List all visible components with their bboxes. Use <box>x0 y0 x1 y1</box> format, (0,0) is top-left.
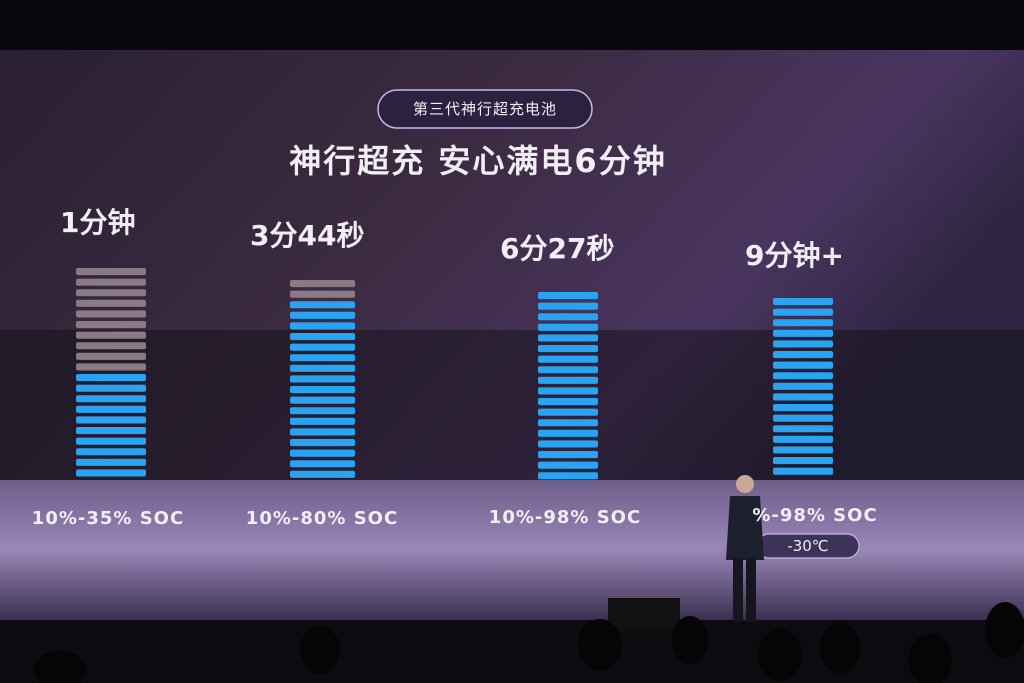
battery-segment <box>538 302 598 310</box>
battery-segment <box>538 387 598 395</box>
battery-segment <box>290 417 355 425</box>
battery-segment <box>290 407 355 415</box>
battery-segment <box>76 458 146 466</box>
soc-range: 10%-98% SOC <box>489 507 641 528</box>
battery-segment <box>76 321 146 329</box>
battery-segment <box>76 278 146 286</box>
battery-segment <box>538 292 598 300</box>
battery-segment <box>538 355 598 363</box>
battery-segment <box>76 384 146 392</box>
badge: 第三代神行超充电池 <box>413 100 557 118</box>
battery-segment <box>773 319 833 327</box>
batteries <box>76 268 833 480</box>
battery-segment <box>290 396 355 404</box>
screen-shade <box>0 330 1024 480</box>
battery-segment <box>290 280 355 288</box>
battery-segment <box>76 469 146 477</box>
battery-segment <box>538 398 598 406</box>
battery-segment <box>773 393 833 401</box>
battery-segment <box>76 331 146 339</box>
battery-segment <box>773 435 833 443</box>
battery-segment <box>76 448 146 456</box>
title: 神行超充 安心满电6分钟 <box>289 142 666 180</box>
audience-heads <box>34 602 1024 683</box>
battery-segment <box>290 364 355 372</box>
soc-range: 10%-35% SOC <box>32 508 184 529</box>
battery-segment <box>773 329 833 337</box>
battery-segment <box>290 354 355 362</box>
battery-segment <box>773 414 833 422</box>
battery-segment <box>76 437 146 445</box>
battery-segment <box>538 366 598 374</box>
battery-segment <box>290 290 355 298</box>
battery-segment <box>773 308 833 316</box>
temperature-note: -30℃ <box>787 537 828 555</box>
battery-segment <box>76 416 146 424</box>
battery-segment <box>538 345 598 353</box>
battery-segment <box>290 428 355 436</box>
battery-segment <box>773 351 833 359</box>
battery-segment <box>538 313 598 321</box>
charge-time: 6分27秒 <box>500 232 614 265</box>
battery-segment <box>76 299 146 307</box>
battery-segment <box>290 375 355 383</box>
battery-segment <box>76 342 146 350</box>
battery-segment <box>76 363 146 371</box>
battery-segment <box>290 470 355 478</box>
battery-segment <box>773 404 833 412</box>
battery-segment <box>76 352 146 360</box>
battery-segment <box>290 301 355 309</box>
battery-segment <box>538 408 598 416</box>
battery-segment <box>538 376 598 384</box>
charge-time: 9分钟+ <box>745 239 844 272</box>
battery-segment <box>773 361 833 369</box>
battery-segment <box>538 461 598 469</box>
battery-segment <box>773 425 833 433</box>
soc-range: %-98% SOC <box>752 505 877 526</box>
battery-segment <box>290 460 355 468</box>
battery-segment <box>773 340 833 348</box>
battery-segment <box>76 289 146 297</box>
charge-time: 3分44秒 <box>250 219 364 252</box>
soc-range: 10%-80% SOC <box>246 508 398 529</box>
battery-segment <box>773 382 833 390</box>
battery-segment <box>290 386 355 394</box>
battery-segment <box>538 429 598 437</box>
battery-segment <box>290 311 355 319</box>
battery-segment <box>538 419 598 427</box>
battery-segment <box>773 298 833 306</box>
battery-segment <box>290 333 355 341</box>
battery-segment <box>773 467 833 475</box>
battery-segment <box>773 372 833 380</box>
audience-area <box>0 620 1024 683</box>
stage-monitor <box>608 598 680 630</box>
battery-segment <box>76 374 146 382</box>
battery-segment <box>773 457 833 465</box>
battery-segment <box>76 268 146 276</box>
battery-segment <box>773 446 833 454</box>
battery-segment <box>76 395 146 403</box>
battery-segment <box>538 451 598 459</box>
battery-segment <box>76 427 146 435</box>
battery-segment <box>538 440 598 448</box>
battery-segment <box>290 343 355 351</box>
badge-box <box>377 89 593 129</box>
battery-segment <box>290 322 355 330</box>
battery-segment <box>76 310 146 318</box>
presenter <box>726 475 764 622</box>
battery-segment <box>76 405 146 413</box>
battery-segment <box>538 472 598 480</box>
battery-segment <box>538 323 598 331</box>
stage-floor <box>0 480 1024 620</box>
battery-segment <box>290 449 355 457</box>
battery-segment <box>538 334 598 342</box>
battery-segment <box>290 439 355 447</box>
charge-time: 1分钟 <box>60 206 135 239</box>
